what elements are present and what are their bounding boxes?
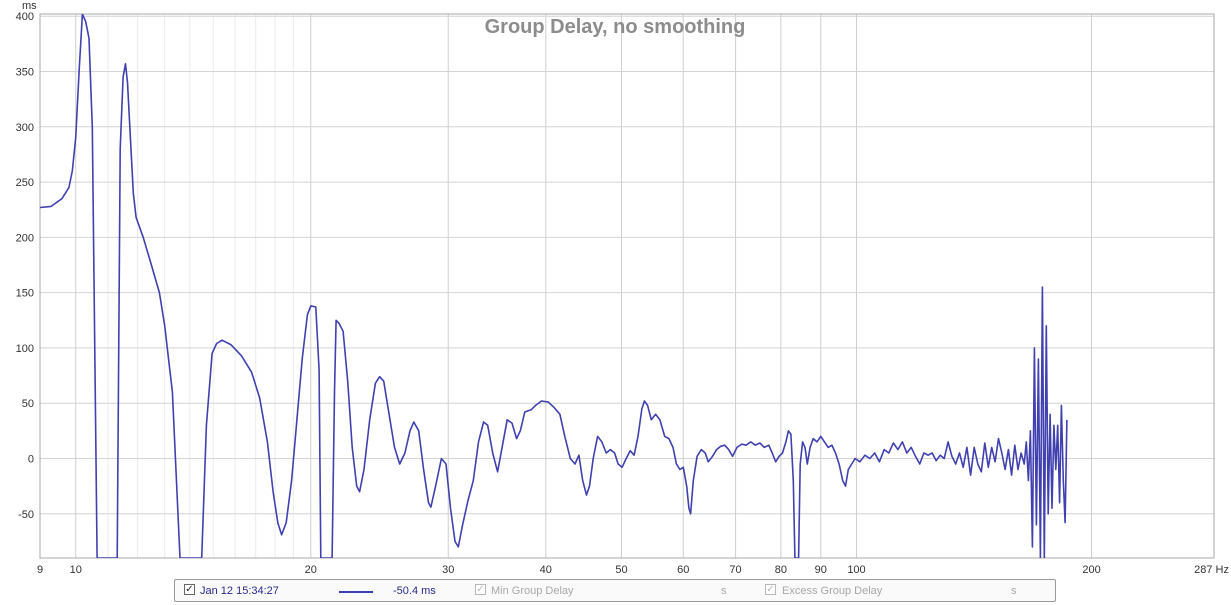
y-tick-label: 400 bbox=[16, 11, 34, 23]
y-tick-label: 50 bbox=[22, 398, 34, 410]
excess-group-delay-unit: s bbox=[1011, 585, 1017, 597]
x-tick-label: 90 bbox=[815, 564, 827, 576]
x-tick-label: 40 bbox=[540, 564, 552, 576]
y-tick-label: 150 bbox=[16, 288, 34, 300]
x-axis-ticks: 9 10 20 30 40 50 60 70 80 90 100 200 bbox=[37, 564, 1101, 576]
plot-area[interactable] bbox=[39, 13, 1215, 559]
x-tick-label: 200 bbox=[1082, 564, 1100, 576]
y-axis-ticks: 400 350 300 250 200 150 100 50 0 -50 bbox=[16, 11, 34, 521]
y-tick-label: 300 bbox=[16, 122, 34, 134]
y-tick-label: 0 bbox=[28, 453, 34, 465]
measurement-checkbox[interactable]: ✓ bbox=[184, 584, 195, 595]
series-color-swatch bbox=[339, 591, 373, 593]
x-tick-label: 10 bbox=[70, 564, 82, 576]
x-tick-label: 80 bbox=[775, 564, 787, 576]
min-group-delay-label[interactable]: Min Group Delay bbox=[491, 585, 574, 597]
chart-title: Group Delay, no smoothing bbox=[485, 16, 746, 38]
excess-group-delay-checkbox[interactable]: ✓ bbox=[765, 584, 776, 595]
x-tick-label: 30 bbox=[442, 564, 454, 576]
x-tick-label: 70 bbox=[729, 564, 741, 576]
y-tick-label: 200 bbox=[16, 232, 34, 244]
y-tick-label: 100 bbox=[16, 343, 34, 355]
legend-bar: ✓ Jan 12 15:34:27 -50.4 ms ✓ Min Group D… bbox=[174, 579, 1056, 602]
y-tick-label: 350 bbox=[16, 66, 34, 78]
x-axis-end-label: 287 Hz bbox=[1194, 564, 1229, 576]
grid-lines bbox=[40, 14, 1214, 558]
excess-group-delay-label[interactable]: Excess Group Delay bbox=[782, 585, 883, 597]
group-delay-series-line bbox=[40, 14, 1068, 558]
x-tick-label: 100 bbox=[847, 564, 865, 576]
y-tick-label: 250 bbox=[16, 177, 34, 189]
y-axis-unit-label: ms bbox=[22, 0, 37, 12]
cursor-value: -50.4 ms bbox=[393, 585, 436, 597]
x-tick-label: 50 bbox=[615, 564, 627, 576]
min-group-delay-checkbox[interactable]: ✓ bbox=[475, 584, 486, 595]
x-tick-label: 20 bbox=[305, 564, 317, 576]
measurement-label[interactable]: Jan 12 15:34:27 bbox=[200, 585, 279, 597]
min-group-delay-unit: s bbox=[721, 585, 727, 597]
x-tick-label: 9 bbox=[37, 564, 43, 576]
x-tick-label: 60 bbox=[677, 564, 689, 576]
y-tick-label: -50 bbox=[18, 509, 34, 521]
